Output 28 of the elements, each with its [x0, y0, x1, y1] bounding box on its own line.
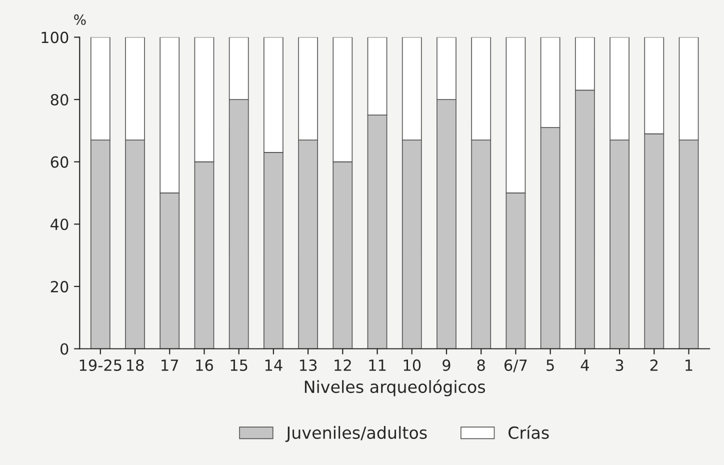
x-tick-label: 9 — [442, 359, 450, 371]
x-tick-label: 3 — [616, 359, 624, 371]
x-tick-label: 14 — [265, 360, 282, 371]
y-tick-label: 0 — [60, 343, 68, 355]
x-tick-label: 1 — [686, 360, 692, 371]
x-tick-label: 17 — [162, 360, 178, 371]
x-tick-label: 19-25 — [80, 359, 122, 371]
x-tick-label: 15 — [230, 360, 248, 371]
x-tick-label: 10 — [404, 359, 421, 371]
x-tick-label: 11 — [369, 360, 386, 371]
x-tick-label: 4 — [580, 360, 589, 371]
y-tick-label: 80 — [50, 94, 68, 106]
x-tick-label: 5 — [546, 360, 554, 371]
y-tick-label: 100 — [42, 32, 68, 44]
x-tick-label: 16 — [196, 359, 213, 371]
legend-label: Crías — [508, 425, 549, 439]
x-tick-label: 13 — [300, 359, 317, 371]
y-axis-title: % — [74, 14, 86, 25]
x-axis-title: Niveles arqueológicos — [304, 380, 486, 396]
x-tick-label: 6/7 — [504, 359, 527, 372]
y-tick-label: 40 — [50, 218, 68, 230]
y-tick-label: 60 — [50, 156, 68, 168]
legend-label: Juveniles/adultos — [285, 426, 427, 442]
x-tick-label: 18 — [126, 359, 144, 371]
y-tick-label: 20 — [50, 280, 68, 292]
x-tick-label: 12 — [334, 359, 351, 371]
x-tick-label: 2 — [650, 359, 658, 371]
x-tick-label: 8 — [477, 359, 485, 371]
